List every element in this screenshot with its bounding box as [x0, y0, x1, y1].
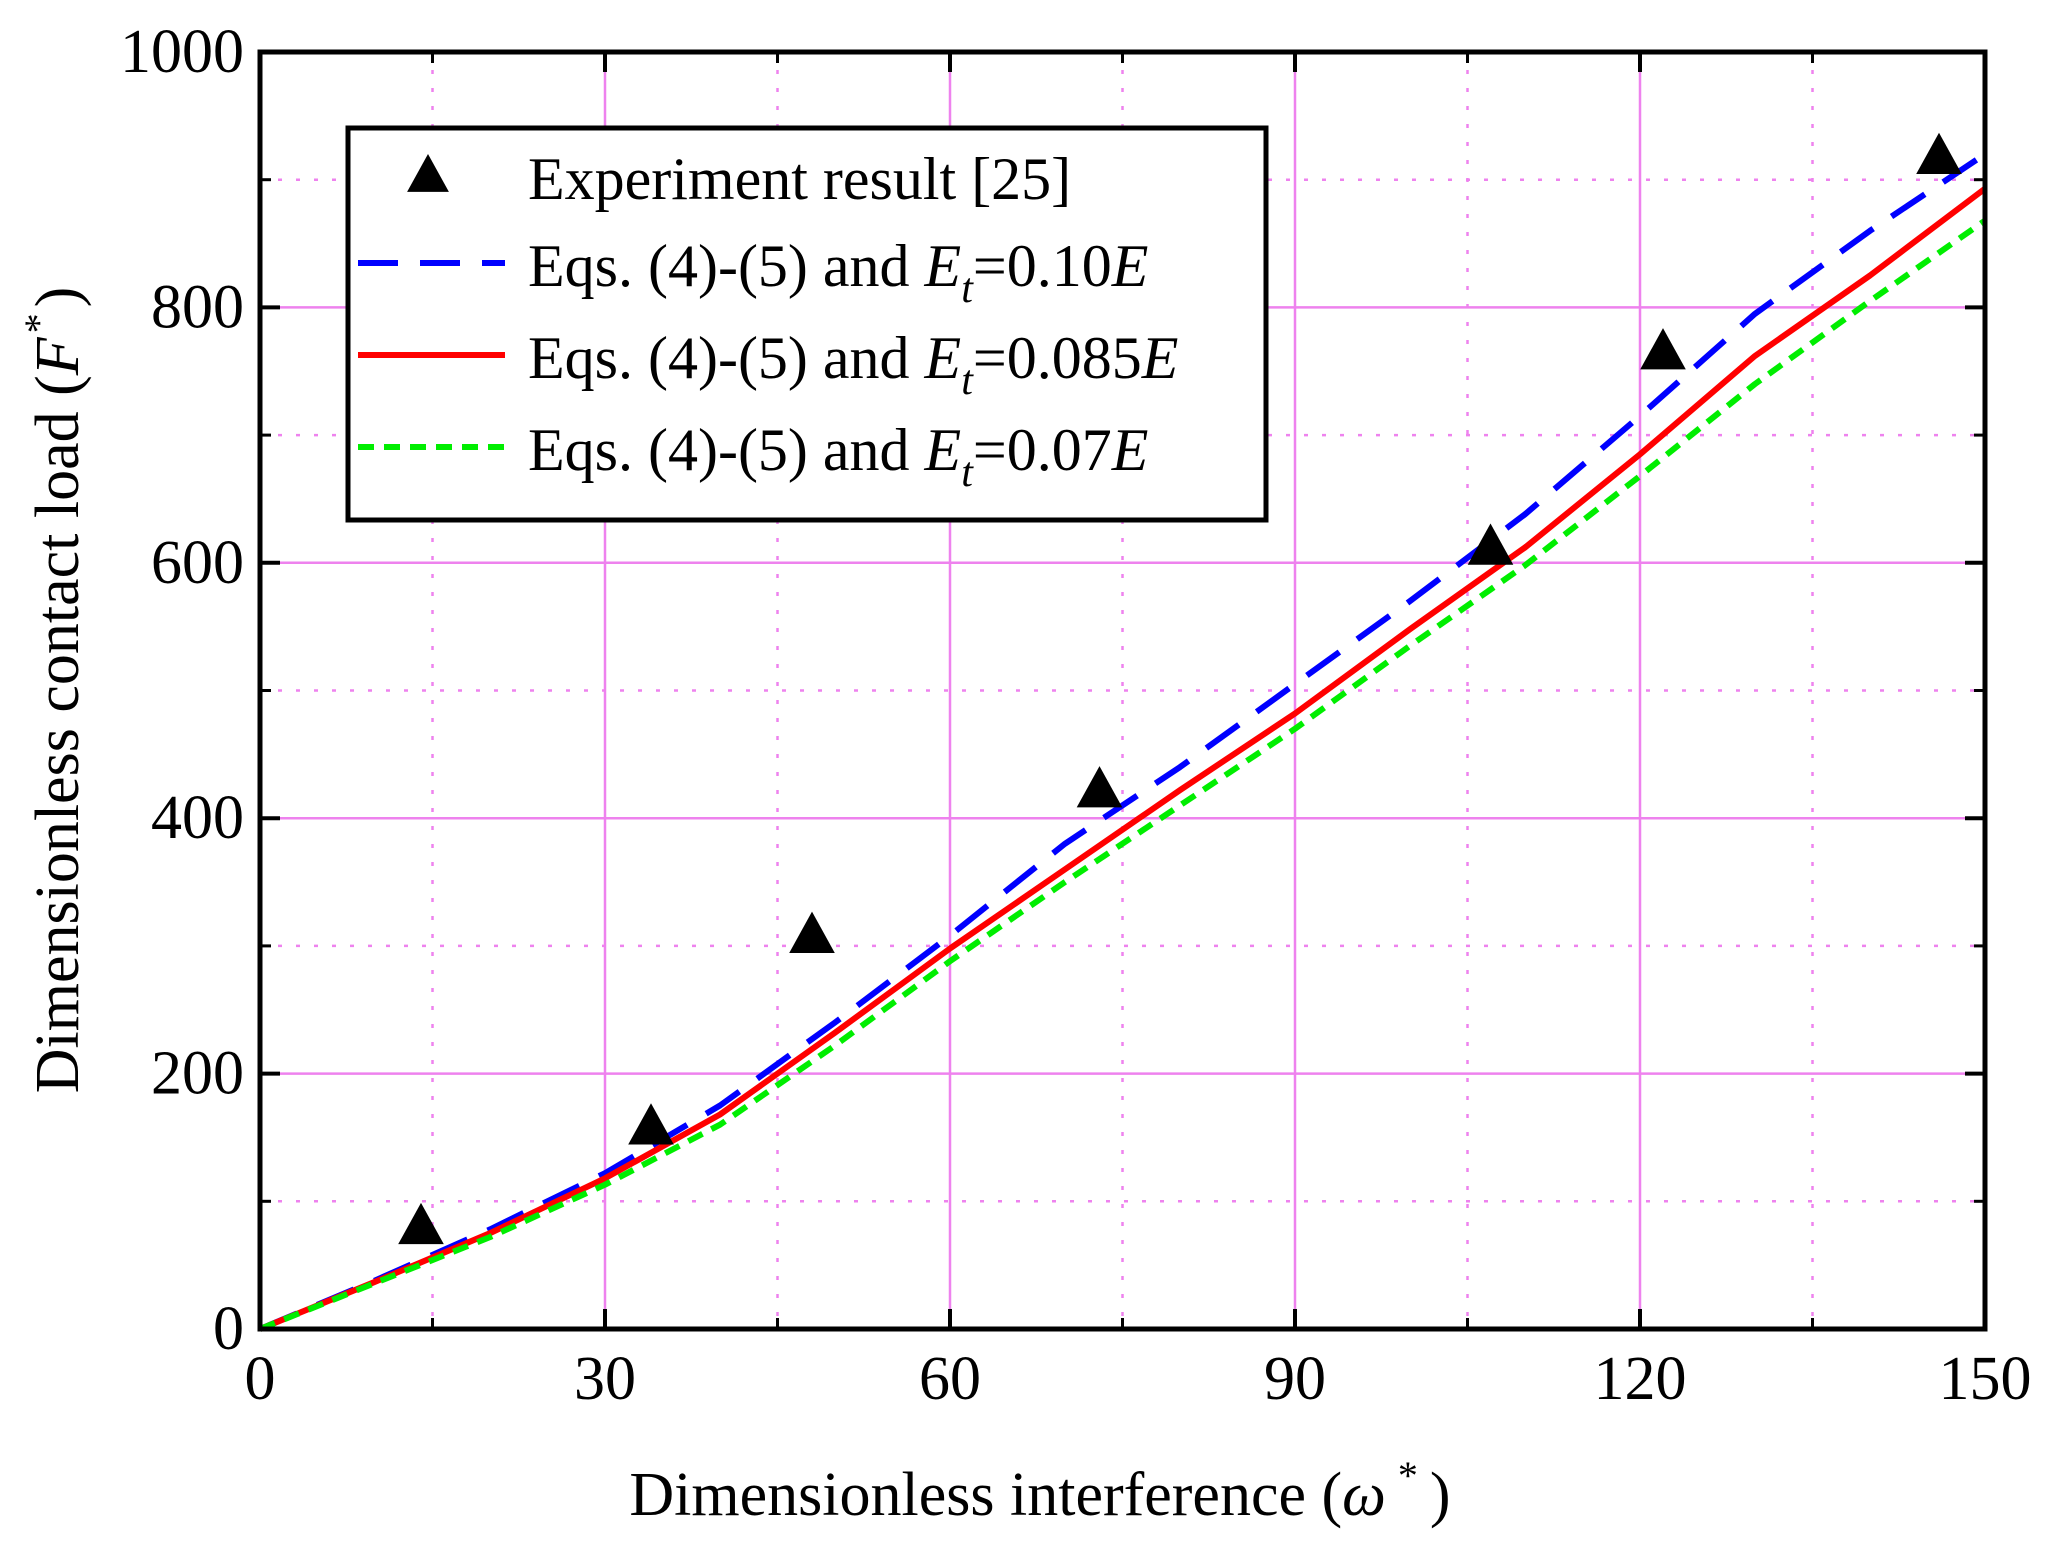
- y-tick-label: 0: [213, 1295, 244, 1363]
- x-axis-title-suffix: ): [1430, 1461, 1451, 1529]
- legend-text-e0085: Eqs. (4)-(5) and Et=0.085E: [528, 325, 1178, 404]
- x-axis-title-sup: *: [1398, 1453, 1418, 1498]
- ticks: 0 30 60 90 120 150 0 200 400 600 800 1000: [120, 18, 2032, 1413]
- legend-text-experiment: Experiment result [25]: [528, 146, 1071, 212]
- x-axis-title-prefix: Dimensionless interference (: [629, 1461, 1342, 1529]
- experiment-point: [1467, 523, 1514, 565]
- legend: Experiment result [25] Eqs. (4)-(5) and …: [345, 125, 1269, 523]
- y-tick-label: 800: [151, 273, 244, 341]
- legend-e0085-value: =0.085: [973, 325, 1142, 391]
- legend-e010-value: =0.10: [973, 233, 1112, 299]
- x-axis-title-symbol: ω: [1342, 1461, 1386, 1529]
- series-line-e007: [258, 218, 1987, 1332]
- legend-e007-E2: E: [1111, 417, 1149, 483]
- y-axis-title-prefix: Dimensionless contact load (: [24, 375, 92, 1093]
- legend-e007-value: =0.07: [973, 417, 1112, 483]
- x-tick-label: 120: [1594, 1345, 1687, 1413]
- legend-e0085-prefix: Eqs. (4)-(5) and: [528, 325, 925, 391]
- legend-box: [345, 125, 1269, 523]
- legend-e010-E2: E: [1111, 233, 1149, 299]
- x-tick-label: 0: [245, 1345, 276, 1413]
- series-layer: [258, 132, 1987, 1332]
- x-tick-label: 150: [1939, 1345, 2032, 1413]
- legend-e010-sub: t: [961, 266, 974, 312]
- experiment-point: [1916, 132, 1962, 174]
- series-line-e010: [258, 151, 1987, 1332]
- legend-text-e010: Eqs. (4)-(5) and Et=0.10E: [528, 233, 1148, 312]
- y-axis-title-symbol: F: [24, 336, 92, 376]
- y-tick-label: 400: [151, 784, 244, 852]
- legend-e007-prefix: Eqs. (4)-(5) and: [528, 417, 925, 483]
- experiment-point: [789, 911, 835, 953]
- legend-e0085-E: E: [924, 325, 962, 391]
- y-tick-label: 600: [151, 529, 244, 597]
- y-tick-label: 200: [151, 1040, 244, 1108]
- legend-e0085-E2: E: [1141, 325, 1179, 391]
- legend-e010-prefix: Eqs. (4)-(5) and: [528, 233, 925, 299]
- legend-swatch-experiment: [407, 154, 449, 192]
- legend-e0085-sub: t: [961, 358, 974, 404]
- experiment-point: [1640, 328, 1686, 370]
- legend-e010-E: E: [924, 233, 962, 299]
- x-axis-title: Dimensionless interference (ω *): [629, 1453, 1450, 1529]
- y-axis-title-suffix: ): [24, 287, 92, 308]
- experiment-point: [1076, 766, 1123, 808]
- x-tick-label: 60: [919, 1345, 981, 1413]
- experiment-point: [628, 1103, 674, 1145]
- legend-text-e007: Eqs. (4)-(5) and Et=0.07E: [528, 417, 1148, 496]
- y-axis-title: Dimensionless contact load (F *): [16, 287, 92, 1094]
- grid: [260, 52, 1985, 1329]
- legend-e007-E: E: [924, 417, 962, 483]
- x-tick-label: 30: [574, 1345, 636, 1413]
- legend-e007-sub: t: [961, 450, 974, 496]
- series-line-e0085: [258, 186, 1987, 1332]
- experiment-point: [398, 1202, 444, 1245]
- y-axis-title-sup: *: [16, 313, 61, 333]
- legend-swatches: [358, 154, 505, 450]
- x-tick-label: 90: [1264, 1345, 1326, 1413]
- y-tick-label: 1000: [120, 18, 244, 86]
